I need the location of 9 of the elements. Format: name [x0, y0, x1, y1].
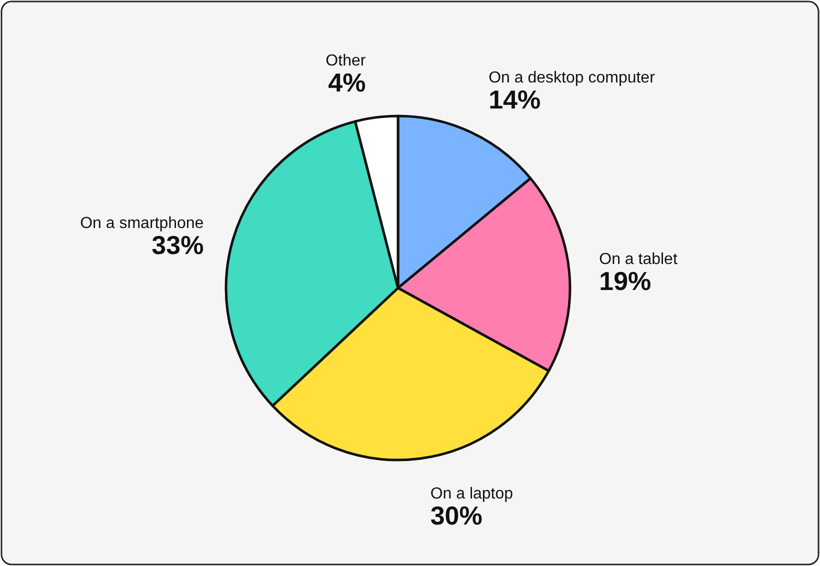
data-label: 19% — [599, 266, 652, 296]
data-label: 4% — [328, 68, 366, 98]
slice-label: On a laptop — [430, 485, 514, 502]
slice-label: On a tablet — [599, 250, 678, 268]
data-label: 30% — [430, 500, 482, 530]
slice-label: On a smartphone — [80, 214, 204, 232]
slice-label: Other — [326, 52, 366, 70]
data-label: 14% — [488, 84, 541, 114]
slice-label: On a desktop computer — [488, 69, 656, 86]
